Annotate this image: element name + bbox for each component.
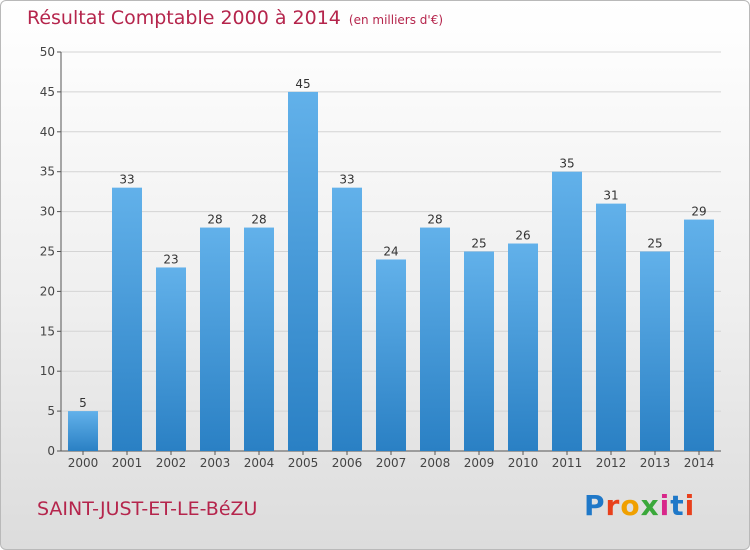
x-tick-label-2013: 2013 [640, 456, 671, 470]
data-label-2006: 33 [339, 173, 354, 187]
x-tick-label-2005: 2005 [288, 456, 319, 470]
x-tick-label-2002: 2002 [156, 456, 187, 470]
bar-2004 [244, 227, 274, 451]
bar-2013 [640, 251, 670, 451]
brand-letter: P [584, 489, 606, 522]
bar-2002 [156, 267, 186, 451]
x-tick-label-2008: 2008 [420, 456, 451, 470]
x-tick-label-2009: 2009 [464, 456, 495, 470]
data-label-2004: 28 [251, 213, 266, 227]
data-label-2007: 24 [383, 244, 398, 258]
bar-2008 [420, 227, 450, 451]
brand-letter: t [670, 489, 685, 522]
commune-name: SAINT-JUST-ET-LE-BéZU [37, 498, 258, 520]
chart-title-text: Résultat Comptable 2000 à 2014 [27, 7, 341, 29]
y-tick-label: 40 [40, 125, 55, 139]
bar-2012 [596, 203, 626, 451]
x-tick-label-2011: 2011 [552, 456, 583, 470]
bar-2005 [288, 91, 318, 452]
bar-2003 [200, 227, 230, 451]
data-label-2003: 28 [207, 213, 222, 227]
x-tick-label-2010: 2010 [508, 456, 539, 470]
bar-2001 [112, 187, 142, 451]
y-tick-label: 15 [40, 324, 55, 338]
bar-2000 [68, 411, 98, 451]
data-label-2002: 23 [163, 252, 178, 266]
y-tick-label: 10 [40, 364, 55, 378]
y-tick-label: 5 [47, 404, 55, 418]
chart-subtitle: (en milliers d'€) [348, 13, 444, 27]
brand-letter: o [620, 489, 641, 522]
brand-letter: i [659, 489, 671, 522]
bar-2010 [508, 243, 538, 451]
data-label-2012: 31 [603, 189, 618, 203]
data-label-2005: 45 [295, 77, 310, 91]
x-tick-label-2006: 2006 [332, 456, 363, 470]
brand-letter: r [605, 489, 621, 522]
proxiti-logo: Proxiti [584, 489, 695, 522]
x-tick-label-2014: 2014 [684, 456, 715, 470]
brand-letter: x [640, 489, 660, 522]
x-tick-label-2007: 2007 [376, 456, 407, 470]
x-tick-label-2012: 2012 [596, 456, 627, 470]
labels: 0 5 10 15 20 25 30 35 40 45 50 5 2000 33 2001 23 2002 28 2… [40, 45, 715, 470]
y-tick-label: 30 [40, 205, 55, 219]
bar-2011 [552, 171, 582, 451]
y-tick-label: 45 [40, 85, 55, 99]
x-tick-label-2000: 2000 [68, 456, 99, 470]
bar-2006 [332, 187, 362, 451]
data-label-2008: 28 [427, 213, 442, 227]
data-label-2001: 33 [119, 173, 134, 187]
data-label-2013: 25 [647, 237, 662, 251]
data-label-2009: 25 [471, 237, 486, 251]
bar-2009 [464, 251, 494, 451]
data-label-2014: 29 [691, 205, 706, 219]
y-tick-label: 0 [47, 444, 55, 458]
y-tick-label: 50 [40, 45, 55, 59]
y-tick-label: 35 [40, 165, 55, 179]
chart-title: Résultat Comptable 2000 à 2014 (en millie… [27, 7, 443, 29]
brand-letter: i [684, 489, 696, 522]
bars [68, 91, 714, 452]
x-tick-label-2001: 2001 [112, 456, 143, 470]
y-tick-label: 20 [40, 284, 55, 298]
x-tick-label-2003: 2003 [200, 456, 231, 470]
bar-2014 [684, 219, 714, 451]
y-tick-label: 25 [40, 245, 55, 259]
x-tick-label-2004: 2004 [244, 456, 275, 470]
bar-2007 [376, 259, 406, 451]
data-label-2010: 26 [515, 229, 530, 243]
data-label-2000: 5 [79, 396, 87, 410]
data-label-2011: 35 [559, 157, 574, 171]
